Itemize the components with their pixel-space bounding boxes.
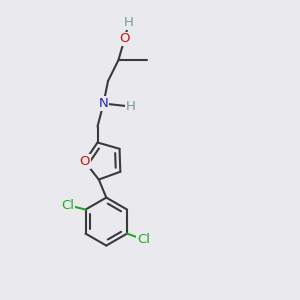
Text: Cl: Cl xyxy=(61,199,74,212)
Text: H: H xyxy=(124,16,134,29)
Text: O: O xyxy=(119,32,130,46)
Text: N: N xyxy=(99,97,108,110)
Text: Cl: Cl xyxy=(137,233,150,246)
Text: H: H xyxy=(126,100,135,113)
Text: O: O xyxy=(80,155,90,168)
